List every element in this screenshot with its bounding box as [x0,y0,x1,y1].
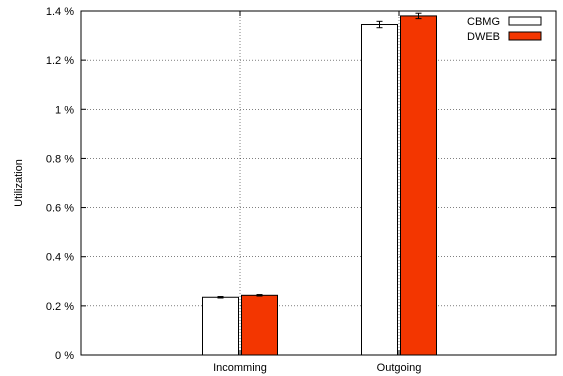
y-axis: 0 % 0.2 % 0.4 % 0.6 % 0.8 % 1 % 1.2 % 1.4 % [46,6,556,362]
y-tick-label: 1.4 % [46,6,74,18]
legend-swatch-cbmg [508,16,542,26]
error-bars [217,12,422,299]
y-tick-label: 0.6 % [46,203,74,215]
bar-cbmg-outgoing [361,24,398,356]
y-axis-title: Utilization [13,159,25,207]
legend-label-cbmg: CBMG [467,16,500,28]
bar-cbmg-incomming [202,296,239,356]
x-axis: Incomming Outgoing [213,11,421,374]
bar-dweb-outgoing [400,15,437,356]
bars [202,15,437,356]
y-tick-label: 1 % [55,104,74,116]
y-tick-label: 0 % [55,350,74,362]
y-tick-label: 0.4 % [46,252,74,264]
legend-label-dweb: DWEB [467,31,500,43]
bar-dweb-incomming [241,294,278,356]
plot-frame [80,10,557,356]
y-tick-label: 0.2 % [46,301,74,313]
legend: CBMG DWEB [467,16,542,43]
grid [81,11,556,355]
x-tick-label: Incomming [213,362,267,374]
x-tick-label: Outgoing [377,362,422,374]
y-tick-label: 1.2 % [46,55,74,67]
legend-swatch-dweb [508,31,542,41]
y-tick-label: 0.8 % [46,153,74,165]
